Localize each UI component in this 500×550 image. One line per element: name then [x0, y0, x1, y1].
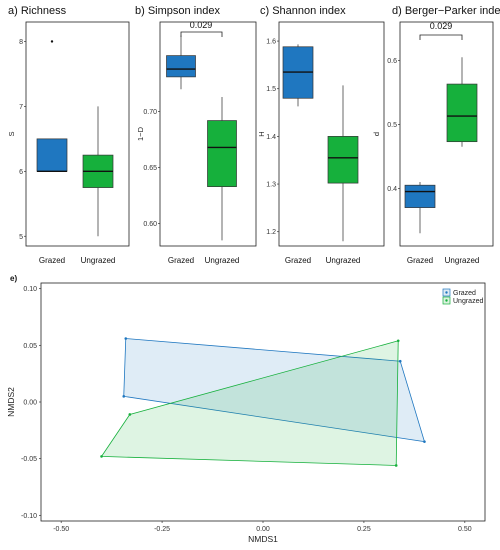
category-label: Ungrazed: [445, 256, 480, 265]
category-label: Ungrazed: [81, 256, 116, 265]
y-tick-label: -0.05: [21, 456, 37, 463]
category-label: Grazed: [39, 256, 65, 265]
y-axis-label: d: [372, 132, 381, 136]
plot-area: [25, 21, 130, 247]
y-tick-label: 7: [19, 104, 23, 111]
data-point-ungrazed: [128, 413, 132, 416]
boxes: [166, 35, 237, 241]
data-point-ungrazed: [394, 464, 398, 467]
y-axis-label: S: [7, 131, 16, 136]
legend-label: Ungrazed: [453, 298, 483, 305]
y-tick-label: 0.60: [143, 221, 157, 228]
legend-label: Grazed: [453, 290, 476, 297]
y-axis-label: NMDS2: [6, 387, 16, 417]
box: [404, 184, 436, 208]
hulls: [100, 337, 426, 467]
y-tick-label: 5: [19, 234, 23, 241]
p-value-label: 0.029: [430, 21, 453, 31]
y-tick-label: 0.05: [23, 343, 37, 350]
panel-title: e): [10, 274, 17, 283]
data-point-ungrazed: [100, 455, 103, 458]
x-tick-label: 0.25: [357, 526, 371, 533]
box: [207, 120, 237, 187]
y-tick-label: 1.5: [266, 86, 276, 93]
significance-bracket: [419, 34, 463, 40]
y-tick-label: 1.2: [266, 229, 276, 236]
x-tick-label: -0.25: [154, 526, 170, 533]
panel-berger-parker: d) Berger−Parker index d 0.4 0.5 0.6 0.029…: [372, 5, 500, 265]
y-tick-label: 1.6: [266, 39, 276, 46]
p-value-label: 0.029: [190, 20, 213, 30]
y-tick-label: 0.4: [387, 186, 397, 193]
y-tick-label: -0.10: [21, 513, 37, 520]
box: [327, 136, 359, 184]
plot-area: [399, 21, 494, 247]
x-axis-label: NMDS1: [248, 534, 278, 544]
x-tick-label: 0.50: [458, 526, 472, 533]
y-tick-label: 6: [19, 169, 23, 176]
y-tick-label: 0.5: [387, 122, 397, 129]
category-label: Grazed: [168, 256, 194, 265]
panel-simpson: b) Simpson index 1−D 0.600.650.70 0.029 …: [135, 5, 257, 265]
x-tick-label: 0.00: [256, 526, 270, 533]
data-point-grazed: [124, 337, 128, 340]
box: [446, 83, 478, 143]
panel-title: a) Richness: [8, 5, 67, 17]
y-tick-label: 1.3: [266, 182, 276, 189]
category-label: Ungrazed: [326, 256, 361, 265]
panel-shannon: c) Shannon index H 1.2 1.3 1.4 1.5 1.6 Graze…: [257, 5, 385, 265]
y-ticks: 1.2 1.3 1.4 1.5 1.6: [266, 39, 279, 236]
panel-title: b) Simpson index: [135, 5, 220, 17]
y-tick-label: 0.70: [143, 109, 157, 116]
x-tick-label: -0.50: [53, 526, 69, 533]
y-axis-label: 1−D: [136, 126, 145, 141]
outlier-point: [50, 40, 54, 43]
y-tick-label: 1.4: [266, 134, 276, 141]
data-point-grazed: [423, 440, 426, 443]
panel-nmds: e) -0.50 -0.25 0.00 0.25 0.50 -0.10 -0.05 0.00 0…: [6, 274, 486, 544]
y-axis-label: H: [257, 131, 266, 136]
box: [36, 138, 68, 172]
y-ticks: 5 6 7 8: [19, 39, 26, 241]
legend-key-dot: [445, 299, 448, 302]
panel-title: d) Berger−Parker index: [392, 5, 500, 17]
y-tick-label: 0.10: [23, 286, 37, 293]
category-label: Grazed: [285, 256, 311, 265]
data-point-grazed: [398, 359, 402, 363]
boxes: [36, 40, 114, 237]
axis-ticks: -0.50 -0.25 0.00 0.25 0.50 -0.10 -0.05 0.00 0.05…: [21, 286, 472, 533]
legend: Grazed Ungrazed: [442, 288, 483, 305]
y-tick-label: 0.00: [23, 400, 37, 407]
boxes: [282, 44, 359, 242]
y-ticks: 0.60 0.65 0.70: [143, 109, 160, 228]
panel-title: c) Shannon index: [260, 5, 346, 17]
box: [166, 55, 196, 78]
category-label: Ungrazed: [205, 256, 240, 265]
category-label: Grazed: [407, 256, 433, 265]
legend-key-dot: [445, 291, 448, 294]
significance-bracket: [180, 31, 223, 37]
y-tick-label: 8: [19, 39, 23, 46]
boxes: [404, 57, 478, 234]
data-point-grazed: [122, 395, 126, 398]
panel-richness: a) Richness S 5 6 7 8 Grazed Ungrazed: [7, 5, 130, 265]
y-tick-label: 0.65: [143, 165, 157, 172]
y-tick-label: 0.6: [387, 58, 397, 65]
data-point-ungrazed: [396, 339, 400, 343]
plot-area: [40, 282, 486, 522]
y-ticks: 0.4 0.5 0.6: [387, 58, 400, 193]
